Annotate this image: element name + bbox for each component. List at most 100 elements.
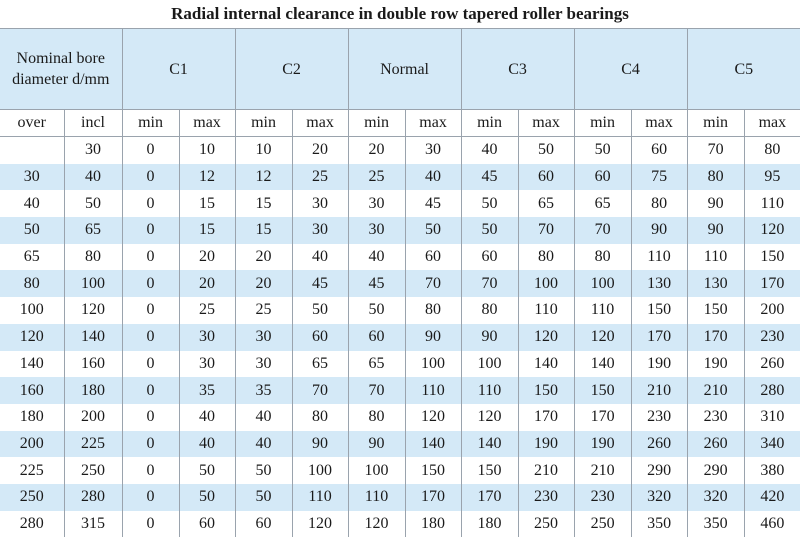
table-cell: 170: [461, 484, 518, 511]
table-cell: 200: [744, 297, 800, 324]
sub-header-cell: min: [687, 110, 744, 137]
table-cell: 0: [122, 511, 179, 537]
table-cell: 90: [631, 217, 687, 244]
table-cell: 280: [744, 377, 800, 404]
table-cell: 380: [744, 457, 800, 484]
table-cell: 225: [0, 457, 64, 484]
sub-header-cell: max: [518, 110, 574, 137]
table-cell: 250: [574, 511, 631, 537]
table-cell: 110: [687, 244, 744, 271]
table-cell: 15: [179, 190, 235, 217]
group-header-c2: C2: [235, 29, 348, 110]
table-cell: 120: [292, 511, 348, 537]
group-header-c3: C3: [461, 29, 574, 110]
table-cell: 0: [122, 217, 179, 244]
table-cell: 80: [744, 137, 800, 164]
sub-header-cell: max: [405, 110, 461, 137]
table-cell: 80: [64, 244, 122, 271]
table-cell: 60: [348, 324, 405, 351]
table-cell: 210: [631, 377, 687, 404]
table-cell: 90: [687, 217, 744, 244]
table-cell: 90: [292, 431, 348, 458]
table-cell: 12: [179, 164, 235, 191]
table-cell: 180: [64, 377, 122, 404]
table-cell: 150: [631, 297, 687, 324]
table-cell: 0: [122, 244, 179, 271]
table-cell: 110: [348, 484, 405, 511]
table-cell: 45: [292, 270, 348, 297]
table-cell: 65: [0, 244, 64, 271]
table-cell: 35: [235, 377, 292, 404]
table-cell: 290: [687, 457, 744, 484]
table-cell: 70: [405, 270, 461, 297]
table-cell: 150: [405, 457, 461, 484]
table-cell: 100: [348, 457, 405, 484]
table-cell: 140: [64, 324, 122, 351]
table-cell: 25: [179, 297, 235, 324]
table-cell: 210: [574, 457, 631, 484]
table-cell: 12: [235, 164, 292, 191]
table-cell: 30: [348, 190, 405, 217]
table-cell: 0: [122, 297, 179, 324]
table-cell: 20: [179, 270, 235, 297]
table-cell: 25: [348, 164, 405, 191]
table-cell: 0: [122, 457, 179, 484]
table-cell: 30: [235, 324, 292, 351]
table-cell: 100: [405, 351, 461, 378]
table-cell: 110: [518, 297, 574, 324]
table-cell: 20: [235, 244, 292, 271]
table-cell: 190: [631, 351, 687, 378]
sub-header-cell: min: [122, 110, 179, 137]
table-cell: 280: [0, 511, 64, 537]
table-cell: 80: [0, 270, 64, 297]
sub-header-cell: min: [574, 110, 631, 137]
table-cell: 65: [64, 217, 122, 244]
sub-header-cell: min: [235, 110, 292, 137]
table-cell: 10: [235, 137, 292, 164]
table-cell: 140: [518, 351, 574, 378]
table-cell: 40: [64, 164, 122, 191]
table-cell: 90: [348, 431, 405, 458]
table-cell: 190: [518, 431, 574, 458]
table-cell: 190: [574, 431, 631, 458]
group-header-c4: C4: [574, 29, 687, 110]
table-cell: 100: [292, 457, 348, 484]
table-cell: 35: [179, 377, 235, 404]
table-cell: 170: [574, 404, 631, 431]
group-header-c5: C5: [687, 29, 800, 110]
table-cell: 70: [461, 270, 518, 297]
group-header-c1: C1: [122, 29, 235, 110]
table-cell: 120: [461, 404, 518, 431]
table-cell: 320: [687, 484, 744, 511]
table-cell: 140: [574, 351, 631, 378]
sub-header-cell: max: [631, 110, 687, 137]
table-cell: 260: [744, 351, 800, 378]
table-cell: 30: [179, 351, 235, 378]
table-cell: 65: [574, 190, 631, 217]
table-cell: 315: [64, 511, 122, 537]
table-cell: 40: [405, 164, 461, 191]
table-cell: 140: [405, 431, 461, 458]
bore-diameter-header: Nominal bore diameter d/mm: [0, 29, 122, 110]
table-cell: 110: [574, 297, 631, 324]
table-cell: 170: [744, 270, 800, 297]
table-cell: 70: [687, 137, 744, 164]
table-cell: 150: [574, 377, 631, 404]
table-cell: 350: [687, 511, 744, 537]
table-cell: 40: [0, 190, 64, 217]
table-cell: 100: [574, 270, 631, 297]
table-cell: 230: [631, 404, 687, 431]
table-cell: 170: [631, 324, 687, 351]
table-cell: 150: [744, 244, 800, 271]
table-cell: 210: [687, 377, 744, 404]
sub-header-cell: max: [744, 110, 800, 137]
